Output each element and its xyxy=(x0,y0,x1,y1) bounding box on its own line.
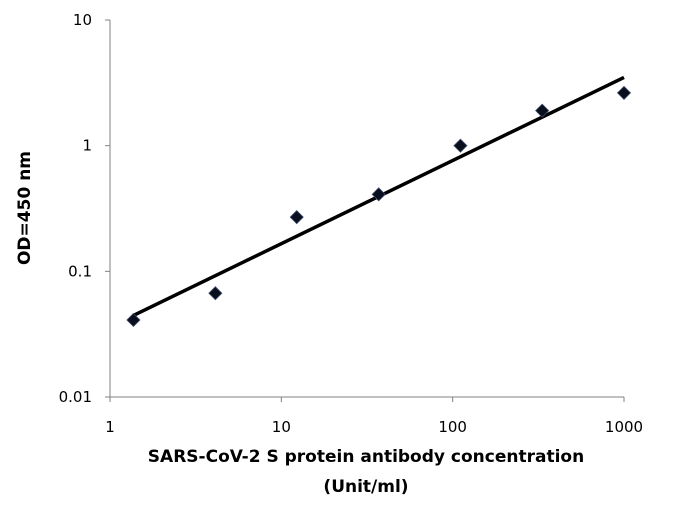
x-tick-label: 100 xyxy=(438,418,467,436)
data-point xyxy=(371,187,386,202)
data-point xyxy=(208,286,223,301)
y-tick-label: 0.01 xyxy=(59,388,92,406)
x-axis-title-units: (Unit/ml) xyxy=(323,477,408,497)
y-tick-label: 10 xyxy=(73,11,92,29)
y-tick-label: 0.1 xyxy=(68,262,92,280)
data-point xyxy=(453,138,468,153)
x-axis-title: SARS-CoV-2 S protein antibody concentrat… xyxy=(148,447,584,467)
y-tick-label: 1 xyxy=(82,137,92,155)
y-axis-title: OD=450 nm xyxy=(15,151,35,265)
data-point xyxy=(616,85,632,100)
data-point xyxy=(289,210,304,225)
x-tick-label: 1 xyxy=(105,418,115,436)
x-tick-label: 10 xyxy=(272,418,291,436)
data-point xyxy=(126,312,141,328)
x-tick-label: 1000 xyxy=(605,418,643,436)
data-point xyxy=(535,103,550,118)
